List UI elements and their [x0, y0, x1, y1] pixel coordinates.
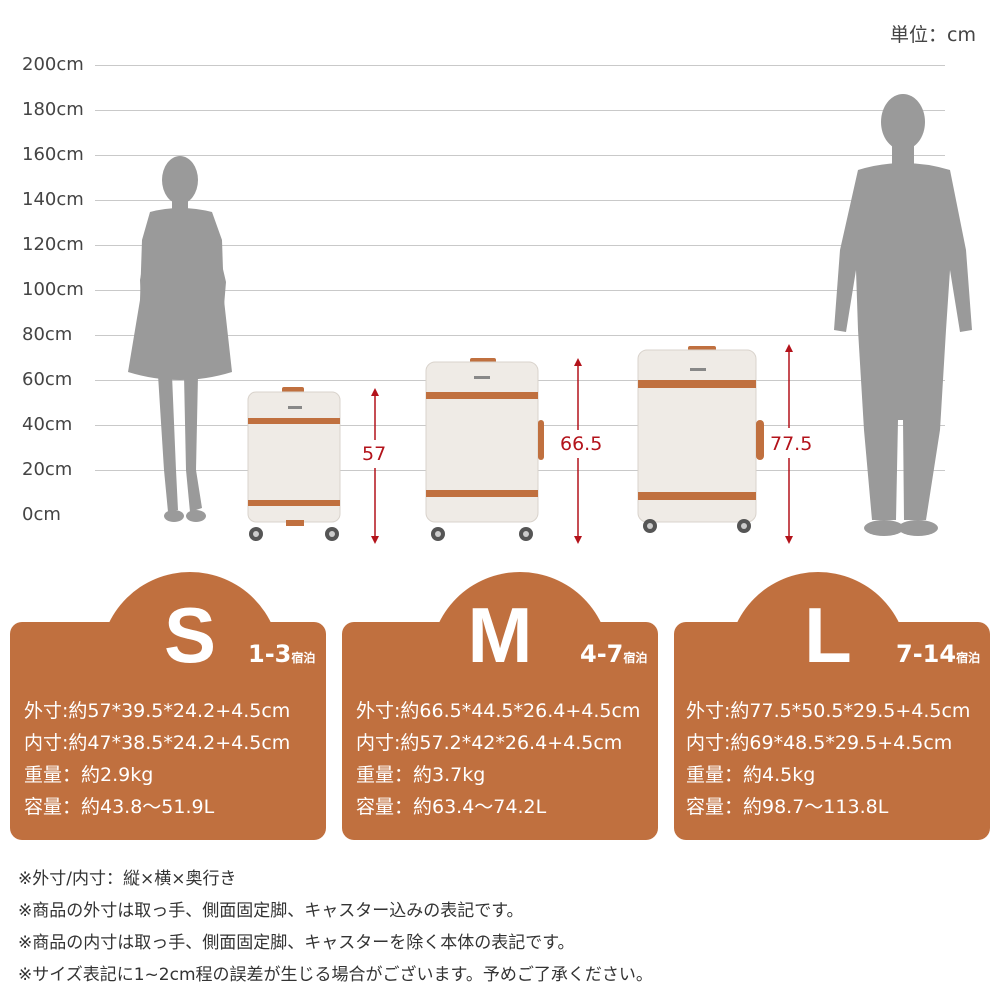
scale-tick-label: 40cm: [22, 414, 73, 435]
size-card-body: [10, 622, 326, 840]
scale-tick-label: 20cm: [22, 459, 73, 480]
size-letter: S: [163, 591, 217, 679]
spec-inner: 内寸:約69*48.5*29.5+4.5cm: [686, 732, 953, 754]
height-label-small: 57: [362, 443, 387, 465]
suitcase-medium: [425, 358, 544, 541]
spec-outer: 外寸:約57*39.5*24.2+4.5cm: [24, 700, 291, 722]
height-marker-small: [360, 388, 390, 544]
suitcase-large: [637, 346, 764, 533]
gridline: [95, 200, 945, 201]
woman-silhouette-icon: [128, 156, 232, 522]
stay-suffix: 宿泊: [623, 651, 648, 665]
scale-tick-label: 80cm: [22, 324, 73, 345]
gridline: [95, 245, 945, 246]
stay-nights: 4-7: [580, 640, 624, 668]
height-marker-large: [768, 344, 820, 544]
note-line: ※外寸/内寸：縦×横×奥行き: [18, 869, 237, 889]
scale-tick-label: 160cm: [22, 144, 84, 165]
spec-capacity: 容量：約98.7～113.8L: [686, 796, 889, 818]
gridline: [95, 335, 945, 336]
spec-weight: 重量：約2.9kg: [24, 764, 154, 786]
gridline: [95, 65, 945, 66]
size-card-body: [342, 622, 658, 840]
scale-tick-label: 120cm: [22, 234, 84, 255]
suitcase-small: [247, 387, 341, 541]
height-label-medium: 66.5: [560, 433, 603, 455]
unit-label: 単位：cm: [890, 24, 976, 46]
gridline: [95, 110, 945, 111]
stay-duration: 4-7宿泊: [580, 640, 647, 668]
stay-suffix: 宿泊: [956, 651, 981, 665]
scale-tick-label: 0cm: [22, 504, 61, 525]
note-line: ※商品の内寸は取っ手、側面固定脚、キャスターを除く本体の表記です。: [18, 933, 575, 953]
spec-weight: 重量：約4.5kg: [686, 764, 816, 786]
note-line: ※商品の外寸は取っ手、側面固定脚、キャスター込みの表記です。: [18, 901, 524, 921]
height-marker-medium: [558, 358, 610, 544]
height-label-large: 77.5: [770, 433, 813, 455]
note-line: ※サイズ表記に1~2cm程の誤差が生じる場合がございます。予めご了承ください。: [18, 965, 653, 985]
scale-tick-label: 60cm: [22, 369, 73, 390]
scale-tick-label: 180cm: [22, 99, 84, 120]
stay-nights: 1-3: [248, 640, 292, 668]
spec-inner: 内寸:約47*38.5*24.2+4.5cm: [24, 732, 291, 754]
man-silhouette-icon: [834, 94, 972, 536]
size-card-body: [674, 622, 990, 840]
scale-tick-label: 140cm: [22, 189, 84, 210]
stay-duration: 7-14宿泊: [896, 640, 980, 668]
scale-tick-label: 100cm: [22, 279, 84, 300]
size-letter: M: [467, 591, 533, 679]
spec-weight: 重量：約3.7kg: [356, 764, 486, 786]
stay-suffix: 宿泊: [291, 651, 316, 665]
spec-capacity: 容量：約63.4～74.2L: [356, 796, 547, 818]
stay-duration: 1-3宿泊: [248, 640, 315, 668]
spec-outer: 外寸:約77.5*50.5*29.5+4.5cm: [686, 700, 971, 722]
scale-tick-label: 200cm: [22, 54, 84, 75]
spec-outer: 外寸:約66.5*44.5*26.4+4.5cm: [356, 700, 641, 722]
size-letter: L: [804, 591, 852, 679]
comparison-illustration: [128, 94, 972, 544]
spec-capacity: 容量：約43.8～51.9L: [24, 796, 215, 818]
gridline: [95, 290, 945, 291]
gridline: [95, 155, 945, 156]
spec-inner: 内寸:約57.2*42*26.4+4.5cm: [356, 732, 623, 754]
stay-nights: 7-14: [896, 640, 957, 668]
